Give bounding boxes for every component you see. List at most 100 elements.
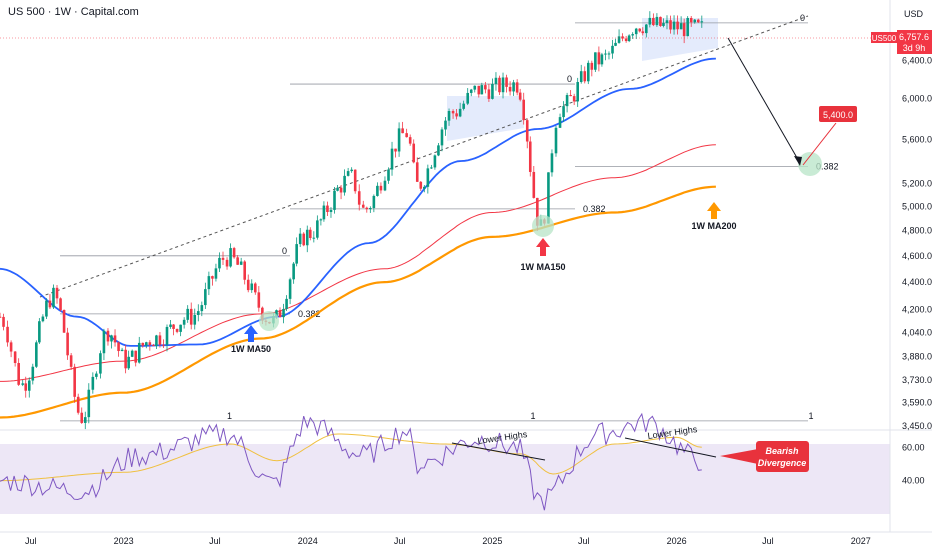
candle-body bbox=[204, 289, 207, 306]
candle-body bbox=[597, 52, 601, 65]
candle-body bbox=[682, 23, 686, 37]
rsi-tick-label: 40.00 bbox=[902, 476, 925, 486]
candle-body bbox=[518, 92, 522, 100]
rsi-tick-label: 60.00 bbox=[902, 442, 925, 452]
candle-body bbox=[308, 229, 312, 239]
candle-body bbox=[346, 171, 350, 176]
candle-body bbox=[83, 417, 87, 423]
rsi-axis-ticks: 60.00 40.00 bbox=[902, 442, 925, 485]
candle-body bbox=[562, 106, 565, 118]
candle-body bbox=[600, 54, 604, 65]
candle-body bbox=[45, 300, 48, 317]
candle-body bbox=[426, 168, 430, 187]
candle-body bbox=[52, 287, 55, 308]
candle-body bbox=[127, 356, 130, 369]
candle-body bbox=[525, 120, 529, 142]
candle-body bbox=[55, 287, 59, 299]
candle-body bbox=[604, 53, 607, 55]
ma200-arrow-icon bbox=[707, 202, 721, 219]
candle-body bbox=[361, 204, 365, 208]
candle-body bbox=[440, 129, 444, 146]
candle-body bbox=[305, 229, 309, 246]
target-label-box bbox=[819, 106, 857, 122]
price-tick-label: 5,000.0 bbox=[902, 202, 932, 212]
candle-body bbox=[295, 244, 298, 264]
candle-body bbox=[80, 412, 84, 423]
candle-body bbox=[141, 342, 145, 346]
candle-body bbox=[611, 45, 614, 54]
candle-body bbox=[229, 248, 232, 267]
time-axis-ticks: Jul 2023 Jul 2024 Jul 2025 Jul 2026 Jul 2027 bbox=[25, 536, 871, 546]
candle-body bbox=[455, 113, 458, 117]
candle-body bbox=[225, 259, 229, 267]
candle-body bbox=[326, 205, 329, 213]
candle-body bbox=[48, 300, 52, 308]
price-axis-ticks: 6,400.0 6,000.0 5,600.0 5,200.0 5,000.0 4,800… bbox=[902, 55, 932, 431]
candle-body bbox=[390, 148, 394, 170]
candle-body bbox=[487, 89, 491, 99]
ma200-label: 1W MA200 bbox=[691, 221, 736, 231]
candle-body bbox=[175, 328, 179, 332]
candle-body bbox=[38, 321, 41, 343]
candle-body bbox=[298, 233, 302, 245]
candle-body bbox=[257, 292, 261, 308]
projection-arrow-line bbox=[727, 37, 801, 164]
candle-body bbox=[696, 19, 700, 23]
candle-body bbox=[679, 23, 683, 30]
candle-body bbox=[0, 316, 2, 318]
candle-body bbox=[316, 220, 319, 238]
candle-body bbox=[652, 17, 655, 26]
fib-label-level_382: 0.382 bbox=[816, 161, 839, 171]
fib-label-one: 1 bbox=[809, 411, 814, 421]
candle-body bbox=[196, 311, 200, 315]
fib-label-level_382: 0.382 bbox=[298, 309, 321, 319]
candle-body bbox=[423, 186, 426, 189]
candle-body bbox=[558, 117, 562, 128]
candle-body bbox=[473, 85, 477, 90]
candle-body bbox=[17, 363, 20, 385]
time-tick-label: 2027 bbox=[851, 536, 871, 546]
fib-label-one: 1 bbox=[531, 411, 536, 421]
candle-body bbox=[508, 86, 512, 92]
candle-body bbox=[662, 23, 665, 26]
candle-body bbox=[627, 35, 631, 42]
candle-body bbox=[669, 20, 672, 30]
candle-body bbox=[387, 169, 390, 181]
lower-highs-line-2 bbox=[624, 437, 717, 458]
candle-body bbox=[288, 279, 292, 299]
candle-body bbox=[95, 373, 98, 377]
candle-body bbox=[594, 52, 597, 70]
candle-body bbox=[430, 167, 433, 169]
ma150-label: 1W MA150 bbox=[520, 262, 565, 272]
fib-label-zero: 0 bbox=[282, 246, 287, 256]
candle-body bbox=[76, 396, 80, 413]
candle-body bbox=[339, 187, 343, 193]
candle-body bbox=[451, 111, 455, 114]
time-tick-label: Jul bbox=[394, 536, 406, 546]
price-tick-label: 4,400.0 bbox=[902, 277, 932, 287]
ma50-arrow-icon bbox=[244, 325, 258, 342]
candle-body bbox=[165, 326, 169, 345]
candle-body bbox=[501, 77, 505, 93]
ma150-touch-circle bbox=[532, 215, 554, 237]
candle-body bbox=[700, 21, 704, 23]
target-label: 5,400.0 bbox=[823, 110, 853, 120]
symbol-badge bbox=[871, 32, 897, 43]
candle-body bbox=[239, 261, 243, 265]
candle-body bbox=[13, 351, 17, 364]
candle-body bbox=[41, 316, 45, 322]
candle-body bbox=[634, 28, 638, 35]
bearish-label-line2: Divergence bbox=[758, 458, 807, 468]
candle-body bbox=[69, 355, 73, 367]
currency-label: USD bbox=[904, 9, 924, 19]
candle-body bbox=[412, 143, 416, 163]
ma150-arrow-icon bbox=[536, 238, 550, 256]
candle-body bbox=[408, 137, 412, 144]
candle-body bbox=[665, 20, 669, 24]
price-tick-label: 3,730.0 bbox=[902, 375, 932, 385]
candle-body bbox=[236, 257, 239, 265]
rsi-line bbox=[0, 412, 702, 511]
candle-body bbox=[522, 99, 526, 121]
